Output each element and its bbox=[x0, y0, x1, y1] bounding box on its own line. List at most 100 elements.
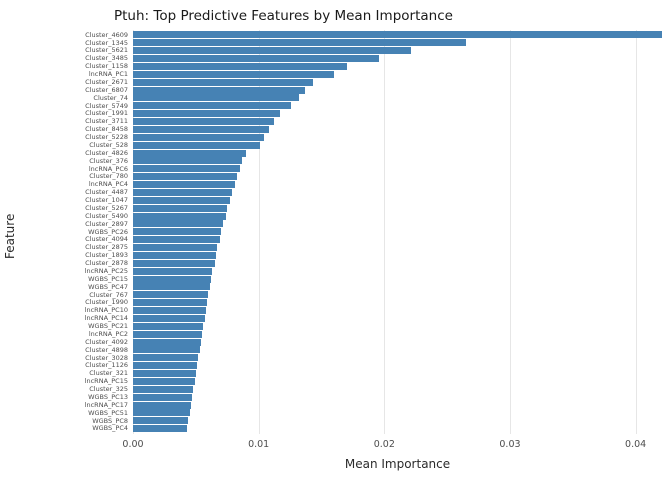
bar-row: Cluster_4898 bbox=[85, 346, 662, 354]
y-axis-label: lncRNA_PC10 bbox=[84, 306, 128, 315]
bar bbox=[133, 157, 243, 165]
bar bbox=[133, 220, 224, 228]
y-axis-label: Cluster_1345 bbox=[85, 38, 128, 47]
x-tick-label: 0.00 bbox=[122, 439, 144, 450]
y-axis-label: lncRNA_PC25 bbox=[84, 266, 128, 275]
bar bbox=[133, 94, 299, 102]
y-axis-label: WGBS_PC26 bbox=[88, 227, 128, 236]
y-axis-label: Cluster_1158 bbox=[85, 62, 128, 71]
bar-row: Cluster_780 bbox=[89, 173, 662, 181]
bar bbox=[133, 314, 205, 322]
bar-row: WGBS_PC21 bbox=[88, 322, 662, 330]
bar-row: WGBS_PC47 bbox=[88, 283, 662, 291]
bar bbox=[133, 55, 380, 63]
bar bbox=[133, 251, 216, 259]
x-tick-label: 0.01 bbox=[248, 439, 270, 450]
y-axis-label: Cluster_4094 bbox=[85, 235, 128, 244]
y-axis-label: Cluster_767 bbox=[89, 290, 128, 299]
y-axis-label: Cluster_376 bbox=[89, 156, 128, 165]
bar-row: lncRNA_PC15 bbox=[85, 377, 662, 386]
y-axis-label: lncRNA_PC6 bbox=[88, 164, 128, 173]
gridline bbox=[635, 30, 637, 434]
y-axis-label: Cluster_3711 bbox=[85, 117, 128, 126]
bar bbox=[133, 78, 313, 86]
bar bbox=[133, 307, 206, 315]
y-axis-label: lncRNA_PC15 bbox=[84, 377, 128, 386]
x-tick-label: 0.04 bbox=[625, 439, 647, 450]
bar bbox=[133, 86, 306, 94]
bar-row: Cluster_325 bbox=[89, 385, 662, 393]
bar-row: Cluster_321 bbox=[89, 370, 662, 378]
bar-row: Cluster_5621 bbox=[85, 47, 662, 55]
bar bbox=[133, 259, 215, 267]
bar-row: lncRNA_PC4 bbox=[89, 181, 662, 189]
y-axis-label: WGBS_PC8 bbox=[92, 416, 128, 425]
bar bbox=[133, 188, 233, 196]
y-axis-label: lncRNA_PC1 bbox=[88, 70, 128, 79]
bar-row: Cluster_5228 bbox=[85, 133, 662, 141]
bar bbox=[133, 425, 188, 433]
bar bbox=[133, 133, 264, 141]
bar-row: Cluster_4609 bbox=[85, 31, 662, 39]
plot-panel: Cluster_4609 Cluster_1345 Cluster_5621 Clus… bbox=[85, 30, 662, 434]
y-axis-label: Cluster_6807 bbox=[85, 85, 128, 94]
y-axis-label: Cluster_5267 bbox=[85, 203, 128, 212]
bar bbox=[133, 181, 235, 189]
bar-row: Cluster_4094 bbox=[85, 236, 662, 244]
bar bbox=[133, 149, 247, 157]
bar bbox=[133, 39, 466, 47]
bar-row: Cluster_376 bbox=[89, 157, 662, 165]
bar bbox=[133, 362, 198, 370]
bar-row: Cluster_5267 bbox=[85, 204, 662, 212]
bar-row: Cluster_3028 bbox=[85, 354, 662, 362]
y-axis-label: Cluster_4826 bbox=[85, 148, 128, 157]
bar-row: Cluster_2875 bbox=[85, 244, 662, 252]
y-axis-label: Cluster_4609 bbox=[85, 30, 128, 39]
y-axis-label: lncRNA_PC14 bbox=[84, 314, 128, 323]
bar-row: lncRNA_PC25 bbox=[85, 267, 662, 275]
bar-row: Cluster_767 bbox=[89, 291, 662, 299]
bar-row: Cluster_3485 bbox=[85, 55, 662, 63]
bar-row: Cluster_1893 bbox=[85, 251, 662, 260]
y-axis-label: Cluster_1047 bbox=[85, 196, 128, 205]
bar bbox=[133, 125, 269, 133]
bar bbox=[133, 291, 209, 299]
bar-row: Cluster_1345 bbox=[85, 39, 662, 47]
bar-row: lncRNA_PC14 bbox=[85, 314, 662, 323]
bar-row: Cluster_2671 bbox=[85, 78, 662, 86]
bar-row: WGBS_PC13 bbox=[88, 393, 662, 401]
bar bbox=[133, 385, 194, 393]
bar bbox=[133, 346, 200, 354]
bar bbox=[133, 102, 292, 110]
bar-row: Cluster_5749 bbox=[85, 102, 662, 110]
gridline bbox=[384, 30, 386, 434]
bar-row: WGBS_PC26 bbox=[88, 228, 662, 236]
y-axis-label: Cluster_1126 bbox=[85, 361, 128, 370]
y-axis-label: lncRNA_PC2 bbox=[88, 329, 128, 338]
x-tick-label: 0.02 bbox=[373, 439, 395, 450]
y-axis-label: Cluster_4487 bbox=[85, 188, 128, 197]
bar bbox=[133, 204, 228, 212]
y-axis-label: Cluster_74 bbox=[93, 93, 128, 102]
bars-container: Cluster_4609 Cluster_1345 Cluster_5621 Clus… bbox=[85, 30, 662, 434]
bar-row: Cluster_5490 bbox=[85, 212, 662, 220]
y-axis-label: Cluster_4898 bbox=[85, 345, 128, 354]
y-axis-label: WGBS_PC47 bbox=[88, 282, 128, 291]
bar bbox=[133, 244, 218, 252]
bar bbox=[133, 401, 191, 409]
y-axis-label: lncRNA_PC17 bbox=[84, 400, 128, 409]
bar-row: lncRNA_PC6 bbox=[89, 165, 662, 173]
bar-row: Cluster_3711 bbox=[85, 118, 662, 126]
y-axis-label: Cluster_528 bbox=[89, 140, 128, 149]
bar bbox=[133, 338, 201, 346]
bar-row: Cluster_1126 bbox=[85, 362, 662, 370]
bar-row: lncRNA_PC2 bbox=[89, 330, 662, 338]
bar bbox=[133, 165, 240, 173]
bar bbox=[133, 212, 226, 220]
gridline bbox=[509, 30, 511, 434]
bar bbox=[133, 377, 195, 385]
bar bbox=[133, 118, 274, 126]
y-axis-label: Cluster_780 bbox=[89, 172, 128, 181]
y-axis-label: Cluster_2897 bbox=[85, 219, 128, 228]
y-axis-label: Cluster_1991 bbox=[85, 109, 128, 118]
